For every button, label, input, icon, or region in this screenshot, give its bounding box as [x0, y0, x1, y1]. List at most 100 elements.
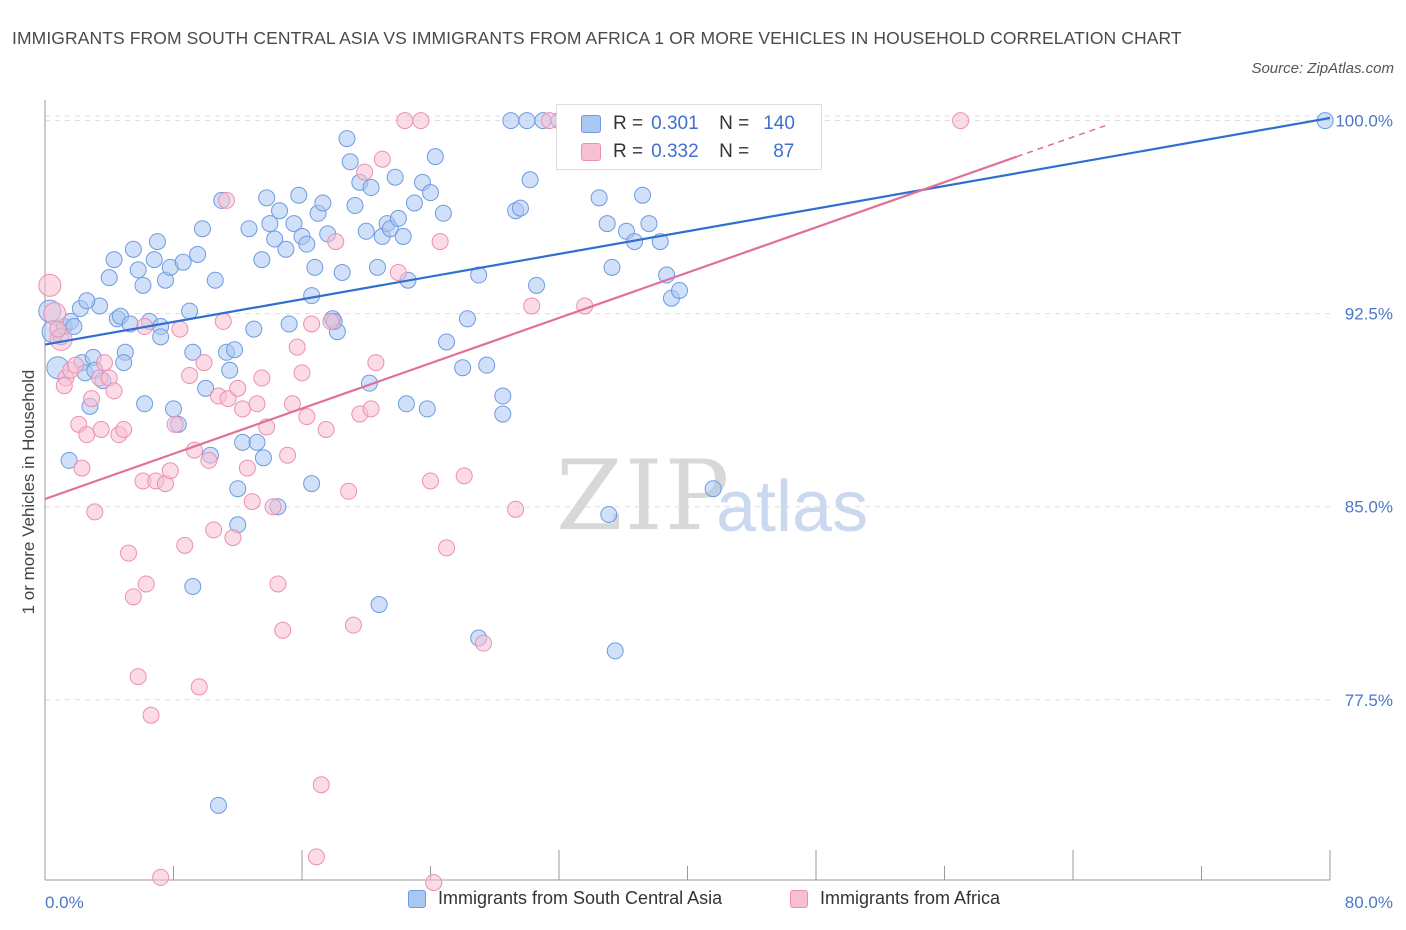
- pink-point: [356, 163, 374, 181]
- pink-point: [195, 354, 213, 372]
- series-legend: Immigrants from South Central Asia Immig…: [0, 888, 1406, 918]
- blue-point: [290, 186, 308, 204]
- blue-point: [394, 227, 412, 245]
- blue-point: [240, 220, 258, 238]
- y-axis-label: 1 or more Vehicles in Household: [19, 370, 38, 615]
- pink-point: [389, 263, 407, 281]
- blue-point: [277, 240, 295, 258]
- pink-point: [952, 112, 970, 130]
- stats-n-label-blue: N =: [719, 113, 750, 134]
- pink-point: [243, 493, 261, 511]
- pink-point: [234, 400, 252, 418]
- pink-point: [412, 112, 430, 130]
- pink-point: [344, 616, 362, 634]
- blue-point: [271, 202, 289, 220]
- blue-point: [511, 199, 529, 217]
- pink-point: [475, 634, 493, 652]
- blue-point: [280, 315, 298, 333]
- pink-point: [238, 459, 256, 477]
- blue-point: [389, 209, 407, 227]
- blue-point: [478, 356, 496, 374]
- pink-point: [92, 421, 110, 439]
- blue-point: [603, 258, 621, 276]
- pink-point: [340, 482, 358, 500]
- pink-point: [105, 382, 123, 400]
- pink-point: [431, 233, 449, 251]
- blue-point: [346, 197, 364, 215]
- pink-point: [303, 315, 321, 333]
- blue-point: [494, 405, 512, 423]
- blue-point: [229, 480, 247, 498]
- blue-point: [303, 475, 321, 493]
- blue-point: [261, 215, 279, 233]
- blue-point: [248, 433, 266, 451]
- blue-point: [234, 433, 252, 451]
- pink-point: [124, 588, 142, 606]
- pink-point: [83, 390, 101, 408]
- pink-point: [129, 668, 147, 686]
- stats-n-label-pink: N =: [719, 141, 750, 162]
- blue-point: [418, 400, 436, 418]
- blue-point: [134, 276, 152, 294]
- blue-point: [438, 333, 456, 351]
- pink-point: [137, 575, 155, 593]
- blue-point: [115, 354, 133, 372]
- pink-point: [307, 848, 325, 866]
- pink-point: [367, 354, 385, 372]
- blue-point: [634, 186, 652, 204]
- pink-point: [317, 421, 335, 439]
- pink-point: [298, 408, 316, 426]
- blue-point: [606, 642, 624, 660]
- legend-swatch-pink: [790, 889, 808, 908]
- pink-point: [293, 364, 311, 382]
- pink-point: [322, 312, 340, 330]
- blue-point: [206, 271, 224, 289]
- pink-point: [438, 539, 456, 557]
- stats-r-value-pink: 0.332: [651, 141, 699, 162]
- blue-point: [254, 449, 272, 467]
- pink-point: [218, 191, 236, 209]
- blue-point: [368, 258, 386, 276]
- blue-point: [209, 796, 227, 814]
- blue-point: [494, 387, 512, 405]
- pink-point: [269, 575, 287, 593]
- blue-point: [640, 215, 658, 233]
- blue-point: [314, 194, 332, 212]
- pink-point: [176, 536, 194, 554]
- blue-point: [124, 240, 142, 258]
- blue-point: [78, 292, 96, 310]
- blue-point: [426, 148, 444, 166]
- pink-point: [229, 379, 247, 397]
- blue-point: [165, 400, 182, 418]
- stats-r-value-blue: 0.301: [651, 113, 699, 134]
- pink-point: [224, 529, 242, 547]
- pink-point: [422, 472, 439, 490]
- legend-item-pink[interactable]: Immigrants from Africa: [790, 888, 1000, 909]
- blue-point: [129, 261, 147, 279]
- pink-point: [115, 421, 133, 439]
- blue-point: [502, 112, 520, 130]
- pink-point: [38, 273, 62, 297]
- pink-point: [67, 356, 85, 374]
- blue-point: [105, 251, 123, 269]
- legend-item-blue[interactable]: Immigrants from South Central Asia: [408, 888, 722, 909]
- blue-point: [454, 359, 472, 377]
- legend-label-pink: Immigrants from Africa: [820, 888, 1001, 908]
- pink-point: [86, 503, 104, 521]
- pink-point: [78, 426, 96, 444]
- stats-swatch-blue: [581, 115, 601, 133]
- pink-point: [181, 366, 199, 384]
- blue-point: [528, 276, 546, 294]
- blue-point: [598, 215, 616, 233]
- blue-point: [298, 235, 316, 253]
- blue-point: [518, 112, 536, 130]
- pink-point: [455, 467, 473, 485]
- chart-source: Source: ZipAtlas.com: [1251, 60, 1394, 77]
- pink-point: [288, 338, 306, 356]
- blue-point: [193, 220, 211, 238]
- blue-point: [184, 578, 202, 596]
- blue-point: [189, 245, 207, 263]
- chart-title: IMMIGRANTS FROM SOUTH CENTRAL ASIA VS IM…: [12, 28, 1182, 48]
- pink-point: [248, 395, 266, 413]
- blue-point: [422, 184, 439, 202]
